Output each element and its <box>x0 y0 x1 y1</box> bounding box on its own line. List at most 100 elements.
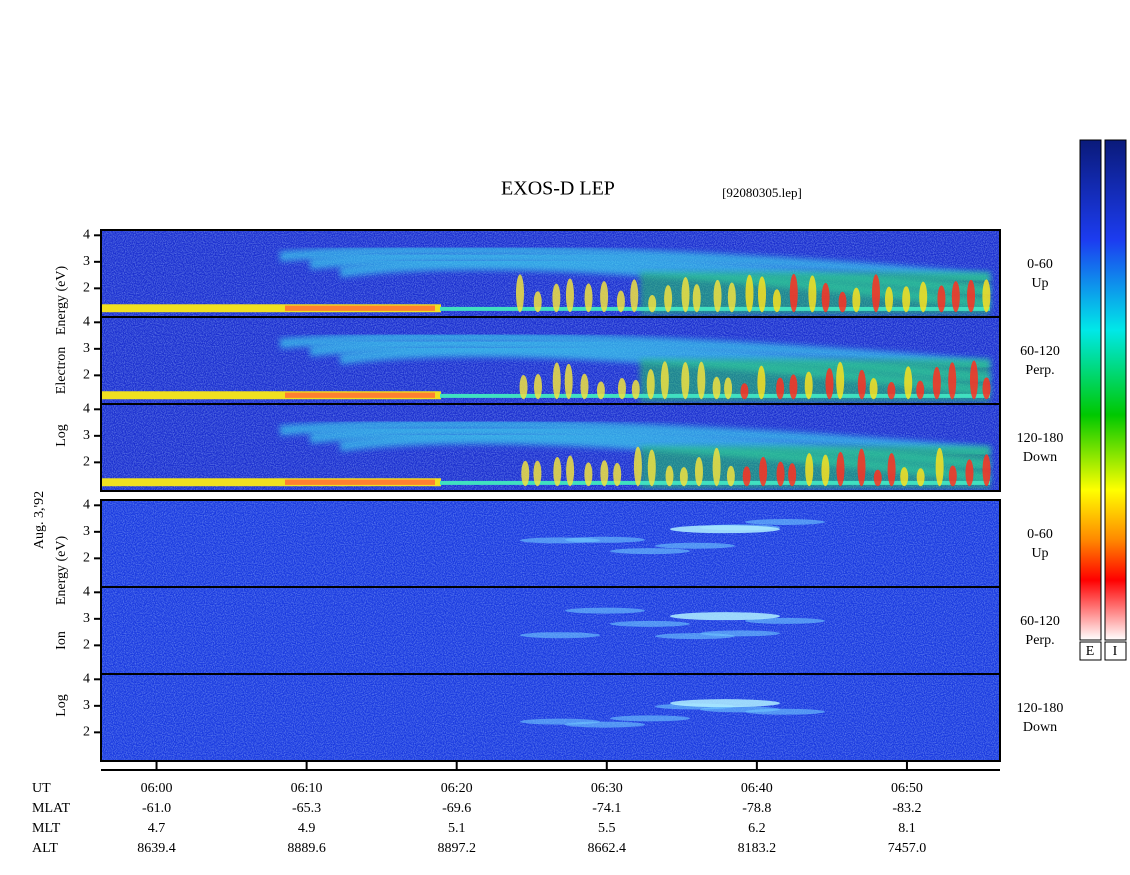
low-band <box>285 392 435 398</box>
burst <box>965 459 974 487</box>
burst <box>982 454 991 487</box>
burst <box>519 374 528 400</box>
burst <box>857 448 866 487</box>
y-tick-label: 3 <box>83 341 90 356</box>
burst <box>871 274 880 313</box>
panel-frame <box>100 673 1001 762</box>
x-tick-label: 06:00 <box>141 781 173 796</box>
x-tick-label: 06:30 <box>591 781 623 796</box>
y-axis-label: Energy (eV) <box>54 266 69 336</box>
y-axis-label: Electron <box>54 347 69 394</box>
burst <box>745 274 754 313</box>
flux-band <box>610 715 690 722</box>
burst <box>740 383 749 400</box>
y-tick-label: 3 <box>83 524 90 539</box>
colorbar <box>1104 139 1127 641</box>
burst <box>825 368 834 400</box>
y-tick-label: 3 <box>83 698 90 713</box>
burst <box>694 457 703 487</box>
angle-label: 0-60 <box>1027 527 1053 542</box>
flux-band <box>655 542 735 549</box>
burst <box>613 462 622 487</box>
y-tick-label: 3 <box>83 428 90 443</box>
spectrogram-image <box>101 500 1000 587</box>
burst <box>836 361 845 400</box>
orbit-value: -69.6 <box>442 801 471 816</box>
burst <box>566 455 575 487</box>
y-tick-label: 2 <box>83 725 90 740</box>
burst <box>552 362 561 400</box>
flux-band <box>565 536 645 543</box>
burst <box>679 467 688 487</box>
y-tick-label: 3 <box>83 254 90 269</box>
burst <box>596 381 605 400</box>
flux-band <box>279 245 991 283</box>
y-tick-label: 4 <box>83 585 90 600</box>
burst <box>584 283 593 313</box>
colorbar <box>1079 139 1102 641</box>
orbit-value: 8183.2 <box>738 841 777 856</box>
burst <box>805 453 814 487</box>
y-tick-label: 4 <box>83 498 90 513</box>
burst <box>553 456 562 487</box>
low-band <box>285 305 435 311</box>
burst <box>838 291 847 313</box>
orbit-value: 4.7 <box>148 821 166 836</box>
burst <box>857 369 866 400</box>
burst <box>821 454 830 487</box>
y-axis-label: Ion <box>54 631 69 650</box>
y-tick-label: 2 <box>83 368 90 383</box>
burst <box>951 281 960 313</box>
burst <box>646 369 655 400</box>
burst <box>900 467 909 487</box>
burst <box>664 285 673 313</box>
colorbar-box <box>1104 641 1127 661</box>
orbit-value: -78.8 <box>742 801 771 816</box>
direction-label: Up <box>1031 276 1048 291</box>
flux-band <box>670 699 780 708</box>
burst <box>630 279 639 313</box>
burst <box>712 447 721 487</box>
burst <box>633 446 642 487</box>
burst <box>660 361 669 400</box>
orbit-value: 6.2 <box>748 821 766 836</box>
orbit-value: 5.1 <box>448 821 466 836</box>
y-tick-label: 2 <box>83 455 90 470</box>
orbit-value: 4.9 <box>298 821 316 836</box>
angle-label: 120-180 <box>1017 431 1064 446</box>
x-tick-label: 06:20 <box>441 781 473 796</box>
burst <box>821 282 830 313</box>
burst <box>757 365 766 400</box>
direction-label: Perp. <box>1025 633 1054 648</box>
orbit-value: -61.0 <box>142 801 171 816</box>
noise <box>101 587 1000 674</box>
burst <box>712 376 721 400</box>
orbit-value: -83.2 <box>892 801 921 816</box>
burst <box>788 463 797 487</box>
noise <box>101 674 1000 761</box>
flux-band <box>565 721 645 728</box>
flux-band <box>610 620 690 627</box>
burst <box>776 377 785 400</box>
burst <box>521 460 530 487</box>
burst <box>565 278 574 313</box>
orbit-value: 8897.2 <box>437 841 476 856</box>
y-axis-label: Energy (eV) <box>54 536 69 606</box>
spectrogram-image <box>101 587 1000 674</box>
burst <box>916 468 925 487</box>
burst <box>648 295 657 313</box>
burst <box>852 287 861 313</box>
burst <box>681 277 690 313</box>
y-tick-label: 4 <box>83 402 90 417</box>
noise <box>101 500 1000 587</box>
orbit-value: -65.3 <box>292 801 321 816</box>
burst <box>937 285 946 313</box>
burst <box>948 465 957 487</box>
low-band <box>285 479 435 485</box>
y-tick-label: 2 <box>83 551 90 566</box>
colorbar-label: I <box>1113 644 1118 659</box>
burst <box>804 371 813 400</box>
orbit-value: 8.1 <box>898 821 916 836</box>
burst <box>533 460 542 487</box>
direction-label: Up <box>1031 546 1048 561</box>
